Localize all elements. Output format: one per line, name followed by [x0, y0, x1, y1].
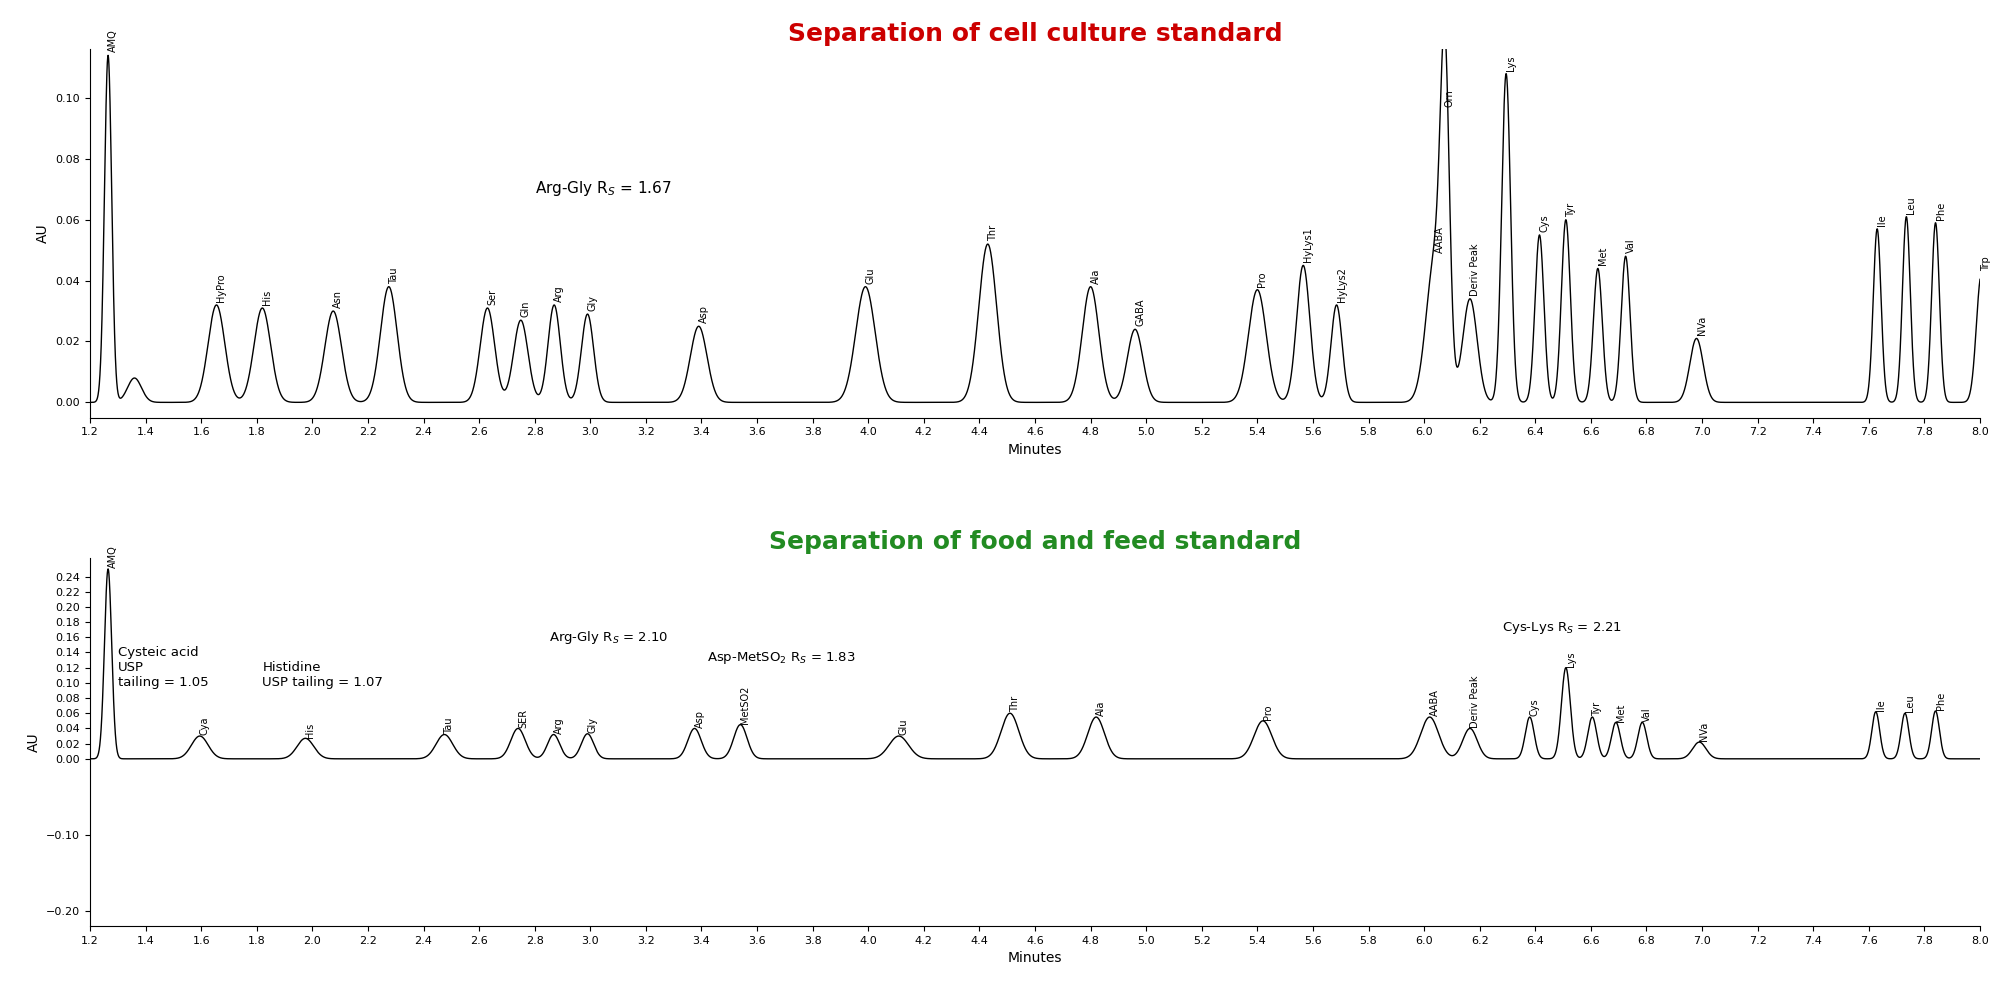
Text: AMQ: AMQ	[108, 30, 118, 52]
Text: His: His	[262, 290, 272, 305]
Text: Arg-Gly R$_S$ = 1.67: Arg-Gly R$_S$ = 1.67	[534, 179, 672, 198]
Text: Leu: Leu	[1904, 694, 1914, 712]
Text: Histidine
USP tailing = 1.07: Histidine USP tailing = 1.07	[262, 661, 384, 689]
Text: His: His	[306, 722, 316, 738]
Text: Glu: Glu	[866, 267, 876, 284]
Text: Val: Val	[1642, 707, 1652, 722]
Text: Trp: Trp	[1982, 257, 1992, 272]
Text: HyLys2: HyLys2	[1336, 267, 1346, 302]
X-axis label: Minutes: Minutes	[1008, 443, 1062, 457]
Text: Met: Met	[1598, 247, 1608, 265]
Text: Cysteic acid
USP
tailing = 1.05: Cysteic acid USP tailing = 1.05	[118, 646, 208, 689]
Text: Phe: Phe	[1936, 691, 1946, 710]
Title: Separation of cell culture standard: Separation of cell culture standard	[788, 22, 1282, 46]
Y-axis label: AU: AU	[26, 732, 40, 752]
Text: Arg-Gly R$_S$ = 2.10: Arg-Gly R$_S$ = 2.10	[548, 629, 668, 646]
Text: AABA: AABA	[1436, 227, 1446, 253]
Text: Arg: Arg	[554, 717, 564, 734]
Text: Glu: Glu	[898, 719, 908, 735]
Text: Asp: Asp	[694, 709, 704, 728]
Text: Tau: Tau	[388, 267, 398, 284]
Text: SER: SER	[518, 708, 528, 728]
Text: Lys: Lys	[1566, 651, 1576, 667]
Text: NVa: NVa	[1696, 316, 1706, 336]
Text: Asn: Asn	[334, 290, 344, 308]
Text: Val: Val	[1626, 238, 1636, 253]
Text: Gly: Gly	[588, 717, 598, 733]
Text: Thr: Thr	[1010, 696, 1020, 712]
Text: Arg: Arg	[554, 286, 564, 302]
Text: Ser: Ser	[488, 289, 498, 305]
Text: Ile: Ile	[1876, 699, 1886, 711]
Text: Cya: Cya	[200, 717, 210, 735]
Text: Cys-Lys R$_S$ = 2.21: Cys-Lys R$_S$ = 2.21	[1502, 620, 1622, 635]
Text: Thr: Thr	[988, 225, 998, 241]
Text: Deriv Peak: Deriv Peak	[1470, 243, 1480, 296]
Text: HyLys1: HyLys1	[1304, 228, 1314, 262]
Text: GABA: GABA	[1136, 298, 1146, 326]
Text: MetSO2: MetSO2	[740, 686, 750, 724]
Text: AABA: AABA	[1430, 690, 1440, 716]
Text: AMQ: AMQ	[108, 546, 118, 568]
Title: Separation of food and feed standard: Separation of food and feed standard	[768, 530, 1302, 555]
X-axis label: Minutes: Minutes	[1008, 952, 1062, 965]
Y-axis label: AU: AU	[36, 224, 50, 243]
Text: Ile: Ile	[1878, 214, 1888, 226]
Text: Met: Met	[1616, 703, 1626, 722]
Text: Tyr: Tyr	[1592, 702, 1602, 716]
Text: Deriv Peak: Deriv Peak	[1470, 675, 1480, 728]
Text: Tau: Tau	[444, 717, 454, 734]
Text: Gly: Gly	[588, 296, 598, 311]
Text: Lys: Lys	[1506, 55, 1516, 71]
Text: Cys: Cys	[1530, 698, 1540, 716]
Text: Ala: Ala	[1096, 701, 1106, 716]
Text: Pro: Pro	[1262, 704, 1272, 720]
Text: NVa: NVa	[1700, 722, 1710, 742]
Text: Pro: Pro	[1258, 271, 1268, 287]
Text: Phe: Phe	[1936, 202, 1946, 220]
Text: Orn: Orn	[1444, 90, 1454, 107]
Text: Tyr: Tyr	[1566, 203, 1576, 217]
Text: Ala: Ala	[1090, 268, 1100, 284]
Text: Leu: Leu	[1906, 196, 1916, 214]
Text: HyPro: HyPro	[216, 273, 226, 302]
Text: Asp: Asp	[698, 305, 708, 323]
Text: Cys: Cys	[1540, 215, 1550, 231]
Text: Gln: Gln	[520, 300, 530, 317]
Text: Asp-MetSO$_2$ R$_S$ = 1.83: Asp-MetSO$_2$ R$_S$ = 1.83	[708, 650, 856, 666]
